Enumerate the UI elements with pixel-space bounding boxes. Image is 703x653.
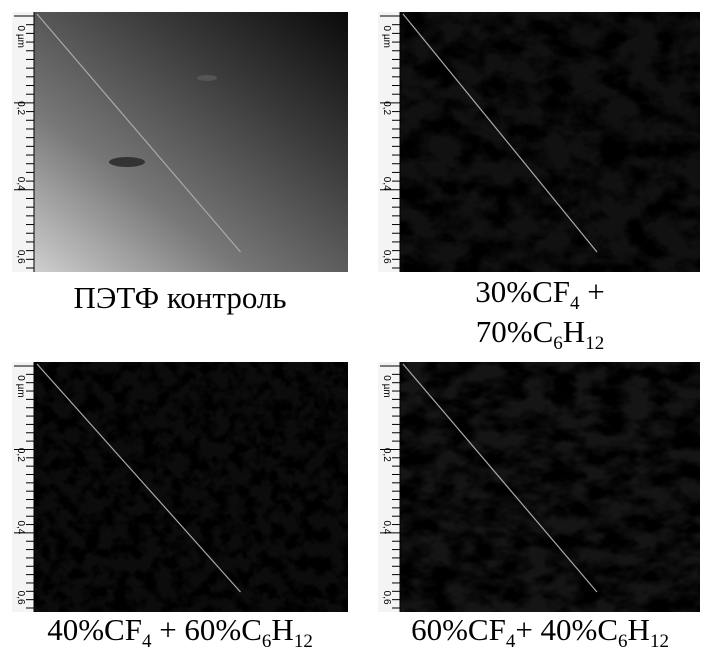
caption-text: H xyxy=(563,314,585,349)
caption-subscript: 4 xyxy=(570,293,580,314)
ruler-label: 0,4 xyxy=(381,520,392,534)
image-texture xyxy=(378,362,700,612)
scan-line xyxy=(36,13,241,253)
caption-subscript: 4 xyxy=(506,631,516,652)
ruler-label: 0,2 xyxy=(15,101,26,115)
ruler-label: 0,4 xyxy=(15,520,26,534)
ruler-label: 0 µm xyxy=(15,375,26,397)
caption-text: 60%CF xyxy=(411,612,506,647)
ruler-label: 0 µm xyxy=(15,26,26,48)
caption-text: 40%CF xyxy=(47,612,142,647)
caption-text: H xyxy=(628,612,650,647)
caption-subscript: 12 xyxy=(585,333,604,354)
image-texture xyxy=(12,362,348,612)
ruler-label: 0,2 xyxy=(381,101,392,115)
caption-text: + xyxy=(580,274,605,309)
caption: 60%CF4+ 40%C6H12 xyxy=(411,612,669,652)
ruler-label: 0,6 xyxy=(15,250,26,264)
image-background xyxy=(12,12,348,272)
ruler-label: 0,6 xyxy=(381,250,392,264)
caption-text: 30%CF xyxy=(475,274,570,309)
ruler-label: 0,2 xyxy=(15,448,26,462)
caption: 40%CF4 + 60%C6H12 xyxy=(47,612,313,652)
ruler-label: 0,4 xyxy=(15,177,26,191)
caption-text: ПЭТФ контроль xyxy=(73,280,286,315)
ruler-label: 0,6 xyxy=(15,591,26,605)
caption-subscript: 12 xyxy=(650,631,669,652)
caption-subscript: 6 xyxy=(618,631,628,652)
caption: ПЭТФ контроль xyxy=(73,280,286,315)
scan-line xyxy=(402,13,598,253)
caption-text: + 60%C xyxy=(151,612,261,647)
caption-text: + 40%C xyxy=(515,612,618,647)
caption-subscript: 6 xyxy=(553,333,563,354)
caption: 70%C6H12 xyxy=(476,314,604,354)
caption-subscript: 4 xyxy=(142,631,152,652)
afm-image: 0 µm 0,2 0,4 0,6 xyxy=(12,362,348,612)
caption-subscript: 12 xyxy=(294,631,313,652)
caption-subscript: 6 xyxy=(262,631,272,652)
ruler-label: 0,6 xyxy=(381,591,392,605)
caption-text: 70%C xyxy=(476,314,554,349)
image-texture xyxy=(378,12,700,272)
ruler-label: 0 µm xyxy=(381,26,392,48)
scan-line xyxy=(402,363,598,593)
caption-text: H xyxy=(271,612,293,647)
ruler-label: 0,4 xyxy=(381,177,392,191)
defect xyxy=(109,157,145,167)
afm-image: 0 µm 0,2 0,4 0,6 xyxy=(378,362,700,612)
defect xyxy=(197,75,217,81)
caption: 30%CF4 + xyxy=(475,274,604,314)
afm-image: 0 µm 0,2 0,4 0,6 xyxy=(378,12,700,272)
ruler-label: 0 µm xyxy=(381,375,392,397)
scan-line xyxy=(36,363,241,593)
ruler-label: 0,2 xyxy=(381,448,392,462)
afm-image: 0 µm 0,2 0,4 0,6 xyxy=(12,12,348,272)
